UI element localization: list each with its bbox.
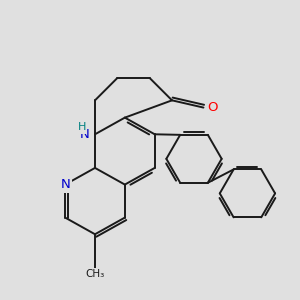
Text: N: N [60, 178, 70, 191]
Text: H: H [78, 122, 86, 132]
Text: O: O [207, 101, 218, 114]
Text: CH₃: CH₃ [85, 269, 105, 279]
Text: N: N [80, 128, 89, 141]
